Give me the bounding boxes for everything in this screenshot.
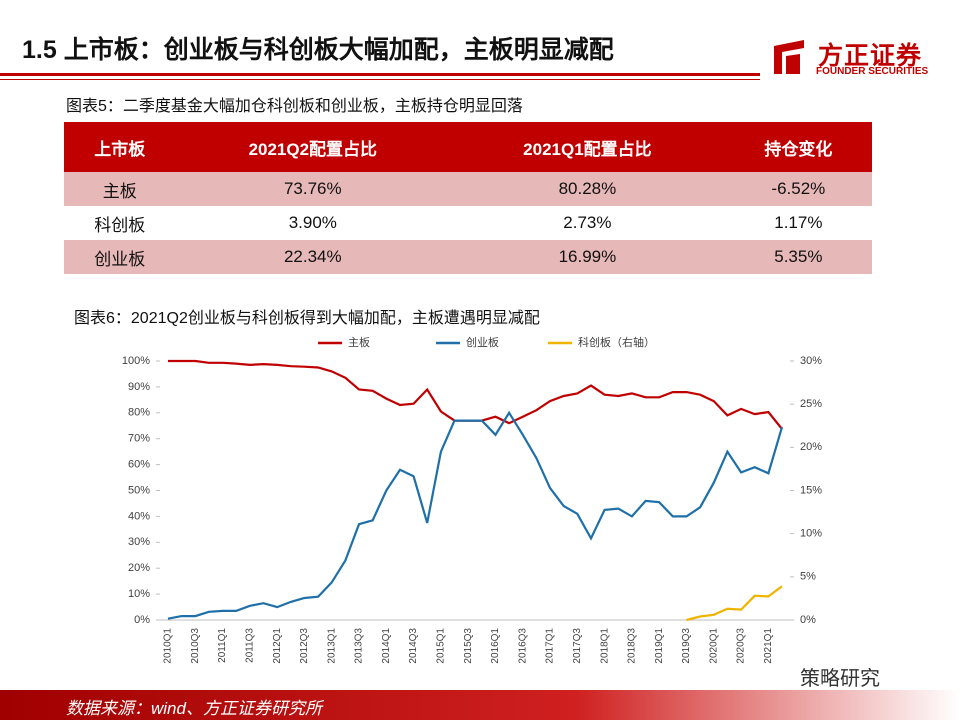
table-row: 创业板 22.34% 16.99% 5.35% [64,240,872,274]
y-tick-label: 0% [134,614,150,626]
y-tick-label: 70% [128,433,150,445]
x-tick-label: 2010Q3 [190,628,201,664]
logo: 方正证券 FOUNDER SECURITIES [770,36,940,80]
table-cell: 3.90% [288,213,337,232]
logo-subtext: FOUNDER SECURITIES [816,66,929,77]
x-tick-label: 2019Q1 [654,628,665,664]
table-cell: 2.73% [563,213,612,232]
y-tick-label: 10% [128,588,150,600]
x-tick-label: 2017Q3 [572,628,583,664]
watermark: 策略研究 [800,668,880,690]
y2-tick-label: 0% [800,614,816,626]
chart: 0% 10% 20% 30% 40% 50% 60% 70% 80% 90% 100% 0% 5% 10%… [122,335,822,664]
legend-label: 主板 [348,335,370,349]
series-line [167,410,784,620]
column-header: 持仓变化 [724,122,872,172]
x-tick-label: 2018Q3 [627,628,638,664]
header-row: 上市板 2021Q2配置占比 2021Q1配置占比 持仓变化 [64,122,872,172]
table-cell: 主板 [64,172,176,206]
y-tick-label: 60% [128,459,150,471]
table-cell: 22.34% [175,240,451,274]
x-tick-label: 2012Q1 [272,628,283,664]
table-cell: 80.28% [450,172,725,206]
x-tick-label: 2013Q1 [326,628,337,664]
x-tick-label: 2017Q1 [545,628,556,664]
x-tick-label: 2012Q3 [299,628,310,664]
y-tick-label: 20% [128,562,150,574]
y2-tick-label: 20% [800,441,822,453]
footer-band: 数据来源：wind、方正证券研究所 [0,690,960,720]
x-tick-label: 2014Q3 [408,628,419,664]
logo-text: 方正证券 [818,42,923,70]
table-cell: 1.17% [774,213,823,232]
title-rule [0,79,760,80]
y-tick-label: 90% [128,381,150,393]
table-cell: 创业板 [64,240,176,274]
table-cell: 5.35% [724,240,872,274]
x-tick-label: 2020Q3 [736,628,747,664]
y-tick-label: 30% [128,536,150,548]
column-header: 2021Q1配置占比 [450,122,725,172]
x-tick-label: 2011Q3 [245,628,256,663]
legend-label: 科创板（右轴） [578,335,655,349]
table-row: 科创板 3.90% 2.73% 1.17% [64,206,872,240]
slide-title: 1.5 上市板：创业板与科创板大幅加配，主板明显减配 [22,36,614,64]
y-tick-label: 40% [128,510,150,522]
y2-tick-label: 25% [800,398,822,410]
y2-tick-label: 5% [800,571,816,583]
table-cell: 73.76% [175,172,451,206]
x-tick-label: 2016Q1 [490,628,501,664]
table-caption: 图表5：二季度基金大幅加仓科创板和创业板，主板持仓明显回落 [66,98,523,115]
column-header: 2021Q2配置占比 [175,122,451,172]
x-tick-label: 2010Q1 [163,628,174,664]
y-tick-label: 80% [128,407,150,419]
x-tick-label: 2015Q3 [463,628,474,664]
series-line [168,359,783,430]
x-tick-label: 2020Q1 [708,628,719,664]
footer-source: 数据来源：wind、方正证券研究所 [66,699,322,718]
title-rule [0,73,760,76]
chart-caption: 图表6：2021Q2创业板与科创板得到大幅加配，主板遭遇明显减配 [74,310,540,327]
data-table: 上市板 2021Q2配置占比 2021Q1配置占比 持仓变化 主板 73.76% 80.28… [64,122,872,274]
y-tick-label: 100% [122,355,150,367]
table-row: 主板 73.76% 80.28% -6.52% [64,172,872,206]
table-cell: 科创板 [94,215,146,235]
y2-tick-label: 10% [800,528,822,540]
x-tick-label: 2011Q1 [217,628,228,663]
table-cell: 16.99% [450,240,725,274]
y2-tick-label: 15% [800,484,822,496]
x-tick-label: 2018Q1 [599,628,610,664]
x-tick-label: 2021Q1 [763,628,774,664]
series-line [686,585,783,622]
x-tick-label: 2019Q3 [681,628,692,664]
y2-tick-label: 30% [800,355,822,367]
legend-label: 创业板 [466,335,499,349]
column-header: 上市板 [64,122,176,172]
y-tick-label: 50% [128,484,150,496]
table-cell: -6.52% [724,172,872,206]
x-tick-label: 2014Q1 [381,628,392,664]
x-tick-label: 2016Q3 [517,628,528,664]
x-tick-label: 2015Q1 [436,628,447,664]
x-tick-label: 2013Q3 [354,628,365,664]
logo-icon [774,40,804,74]
